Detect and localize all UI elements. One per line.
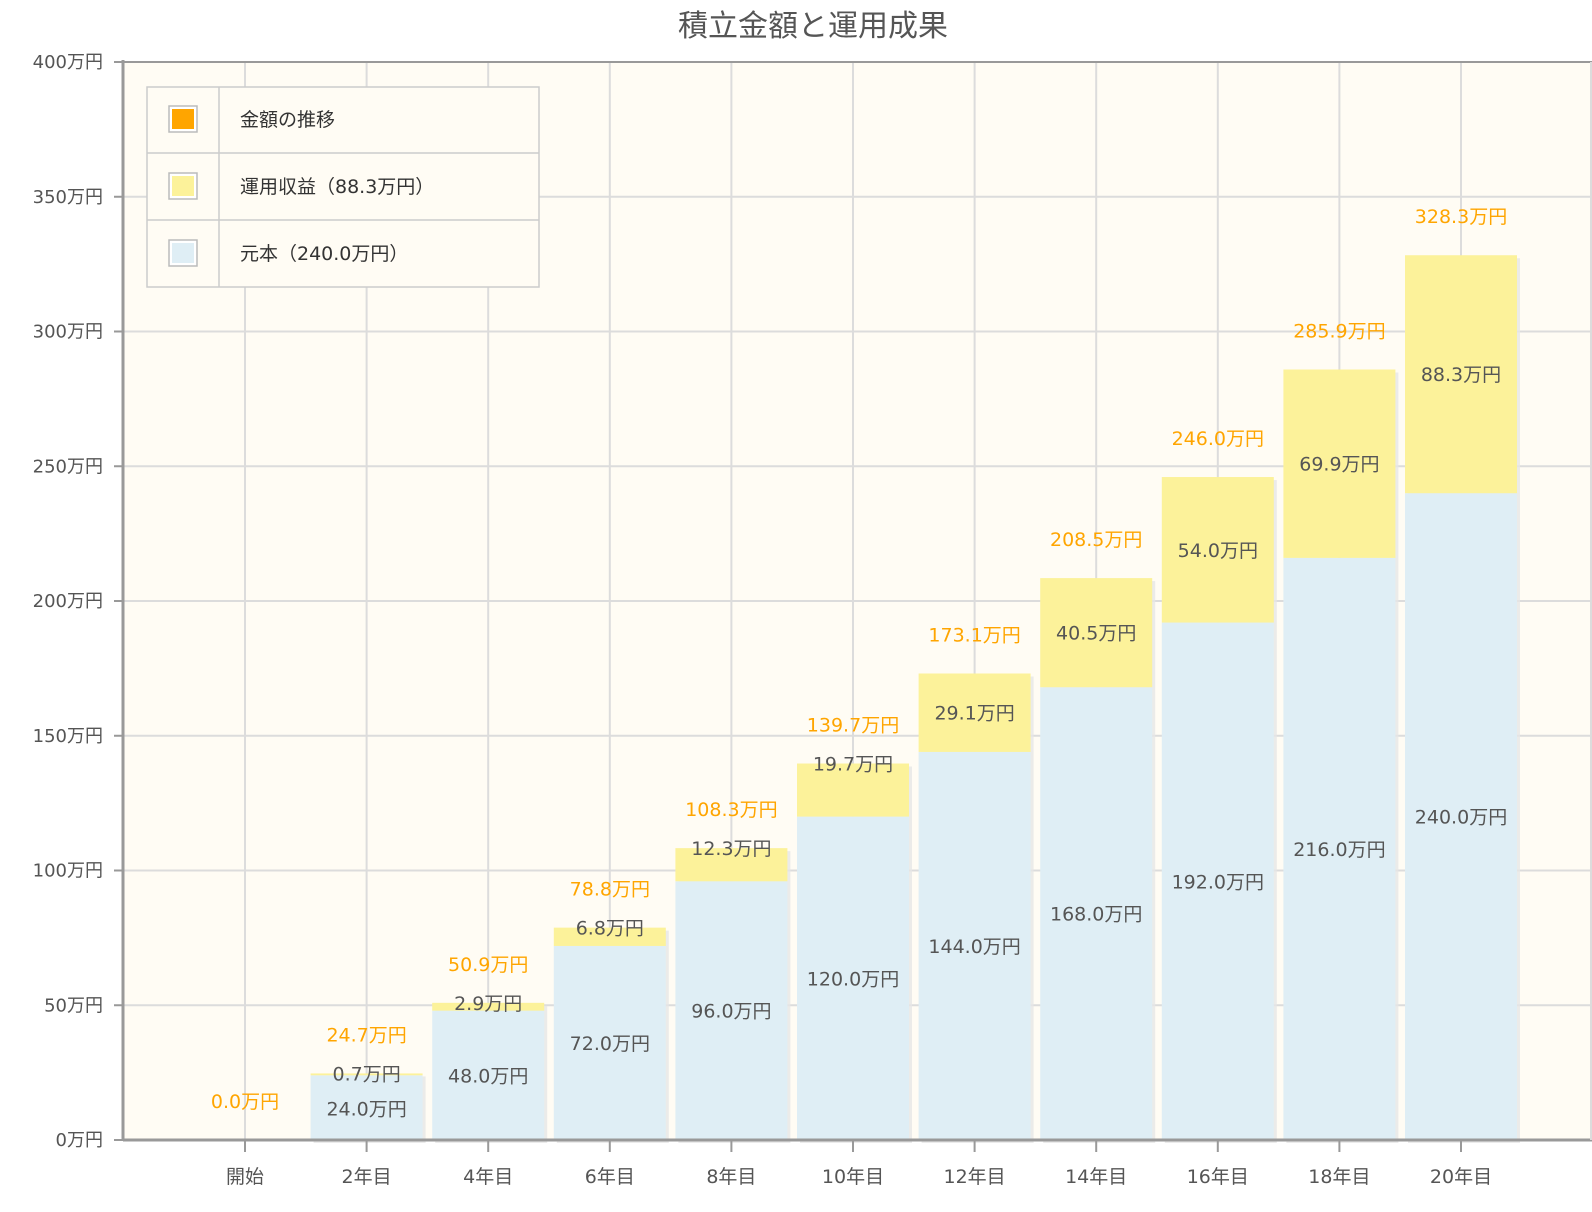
y-tick-label: 150万円: [33, 726, 103, 747]
bar-gain: [553, 927, 666, 946]
bar-gain: [675, 848, 788, 882]
total-value-label: 208.5万円: [1050, 529, 1142, 551]
bar-principal: [797, 816, 909, 1140]
total-value-label: 24.7万円: [326, 1024, 406, 1046]
y-tick-label: 50万円: [44, 995, 103, 1016]
principal-value-label: 192.0万円: [1172, 871, 1264, 893]
x-tick-label: 開始: [226, 1166, 264, 1188]
principal-value-label: 72.0万円: [570, 1033, 650, 1055]
bar-principal: [553, 945, 666, 1140]
x-tick-label: 20年目: [1430, 1166, 1492, 1188]
x-tick-label: 14年目: [1065, 1166, 1127, 1188]
gain-value-label: 2.9万円: [454, 993, 522, 1015]
principal-value-label: 168.0万円: [1050, 904, 1142, 926]
y-tick-label: 0万円: [56, 1130, 103, 1151]
gain-value-label: 0.7万円: [332, 1063, 400, 1085]
x-tick-label: 2年目: [342, 1166, 392, 1188]
bar-principal: [918, 751, 1031, 1140]
legend-swatch: [172, 243, 194, 263]
legend-swatch: [172, 176, 194, 196]
total-value-label: 328.3万円: [1415, 206, 1507, 228]
x-tick-label: 18年目: [1308, 1166, 1370, 1188]
y-tick-label: 350万円: [33, 187, 103, 208]
x-tick-label: 6年目: [585, 1166, 635, 1188]
total-value-label: 246.0万円: [1172, 428, 1264, 450]
x-tick-label: 8年目: [706, 1166, 756, 1188]
principal-value-label: 96.0万円: [691, 1001, 771, 1023]
gain-value-label: 6.8万円: [576, 918, 644, 940]
bar-gain: [310, 1073, 423, 1076]
principal-value-label: 144.0万円: [928, 936, 1020, 958]
y-tick-label: 250万円: [33, 456, 103, 477]
y-tick-label: 200万円: [33, 591, 103, 612]
gain-value-label: 12.3万円: [691, 838, 771, 860]
labels-layer: 0万円 50万円 100万円 150万円 200万円 250万円 300万円 350万円 400…: [33, 52, 1508, 1188]
gain-value-label: 19.7万円: [813, 754, 893, 776]
principal-value-label: 240.0万円: [1415, 807, 1507, 829]
bar-gain: [918, 673, 1031, 752]
x-tick-label: 12年目: [944, 1166, 1006, 1188]
x-tick-label: 4年目: [463, 1166, 513, 1188]
axes-layer: [114, 60, 1592, 1152]
principal-value-label: 24.0万円: [326, 1098, 406, 1120]
bar-principal: [432, 1010, 545, 1140]
gain-value-label: 40.5万円: [1056, 623, 1136, 645]
gain-value-label: 29.1万円: [934, 703, 1014, 725]
x-tick-label: 16年目: [1187, 1166, 1249, 1188]
bar-gain: [797, 763, 909, 817]
legend-box: [146, 86, 540, 288]
bar-principal: [1405, 493, 1517, 1140]
bar-gain: [432, 1002, 545, 1011]
legend-label: 金額の推移: [240, 109, 335, 131]
total-value-label: 173.1万円: [928, 624, 1020, 646]
principal-value-label: 120.0万円: [807, 968, 899, 990]
bar-principal: [675, 881, 788, 1140]
legend-label: 運用収益（88.3万円）: [240, 176, 434, 198]
principal-value-label: 216.0万円: [1293, 839, 1385, 861]
legend-label: 元本（240.0万円）: [240, 243, 408, 265]
total-value-label: 50.9万円: [448, 954, 528, 976]
y-tick-label: 100万円: [33, 861, 103, 882]
gain-value-label: 69.9万円: [1299, 454, 1379, 476]
gain-value-label: 54.0万円: [1178, 540, 1258, 562]
y-tick-label: 400万円: [33, 52, 103, 73]
bar-principal: [310, 1075, 423, 1140]
legend-swatch: [172, 109, 194, 129]
total-value-label: 108.3万円: [685, 799, 777, 821]
bar-gain: [1040, 578, 1153, 688]
x-tick-label: 10年目: [822, 1166, 884, 1188]
gain-value-label: 88.3万円: [1421, 364, 1501, 386]
chart-title: 積立金額と運用成果: [678, 9, 948, 44]
bar-gain: [1161, 477, 1274, 623]
bar-principal: [1283, 557, 1396, 1140]
total-value-label: 285.9万円: [1293, 320, 1385, 342]
bar-principal: [1040, 687, 1153, 1140]
bar-gain: [1405, 255, 1517, 494]
y-tick-label: 300万円: [33, 322, 103, 343]
total-value-label: 0.0万円: [211, 1091, 279, 1113]
bar-gain: [1283, 369, 1396, 558]
total-value-label: 78.8万円: [570, 879, 650, 901]
bar-principal: [1161, 622, 1274, 1140]
total-value-label: 139.7万円: [807, 715, 899, 737]
bars-layer: [310, 255, 1520, 1143]
principal-value-label: 48.0万円: [448, 1065, 528, 1087]
